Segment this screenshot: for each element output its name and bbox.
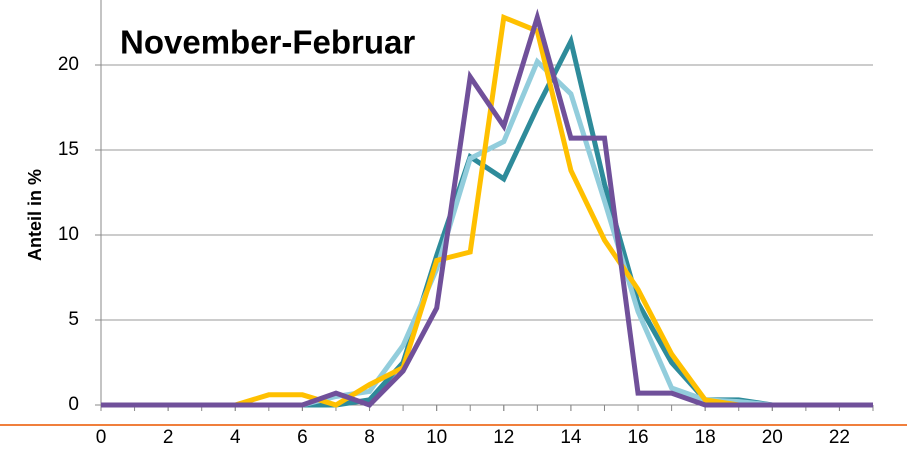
series-line [101,13,873,408]
x-tick-label: 18 [695,427,716,448]
y-axis-label: Anteil in % [25,169,45,261]
y-tick-label: 0 [68,394,79,415]
x-tick-label: 8 [364,427,375,448]
x-tick-label: 10 [426,427,447,448]
x-tick-label: 6 [297,427,308,448]
y-tick-label: 10 [58,224,79,245]
x-tick-label: 4 [230,427,241,448]
x-tick-label: 22 [829,427,850,448]
x-tick-label: 14 [560,427,582,448]
series-line [101,8,873,408]
series-line [101,57,873,408]
x-tick-label: 0 [96,427,107,448]
y-tick-label: 20 [58,54,79,75]
x-tick-label: 20 [762,427,783,448]
x-tick-label: 12 [493,427,514,448]
series-line [101,33,873,408]
y-tick-label: 15 [58,139,79,160]
y-tick-label: 5 [68,309,79,330]
chart-title: November-Februar [120,24,415,61]
x-tick-label: 16 [627,427,648,448]
x-tick-label: 2 [163,427,174,448]
